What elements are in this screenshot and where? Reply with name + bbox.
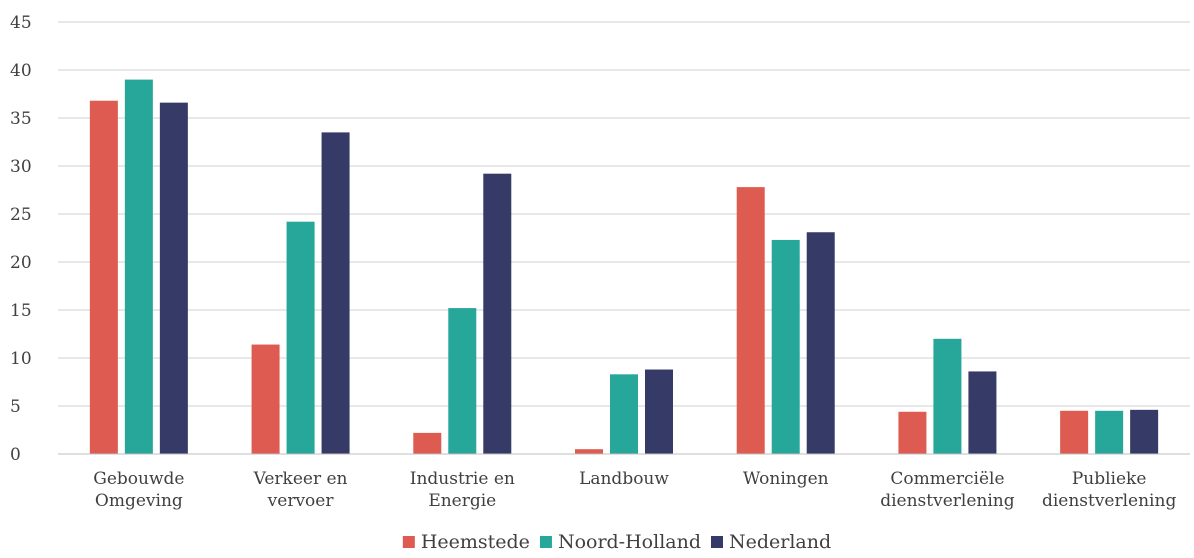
- x-category-label: dienstverlening: [880, 491, 1015, 511]
- bar-nederland: [321, 132, 350, 454]
- x-category-label: Publieke: [1072, 469, 1147, 489]
- bar-heemstede: [575, 449, 603, 454]
- legend: Heemstede Noord-Holland Nederland: [402, 531, 831, 553]
- legend-swatch: [711, 536, 724, 548]
- y-tick-label: 0: [10, 445, 21, 465]
- bar-heemstede: [736, 187, 765, 454]
- bar-nederland: [1130, 409, 1159, 454]
- bar-noord-holland: [771, 239, 800, 454]
- bar-noord-holland: [124, 79, 153, 454]
- bars: [89, 79, 1159, 454]
- bar-heemstede: [89, 100, 118, 454]
- y-tick-label: 20: [10, 253, 32, 273]
- y-tick-label: 35: [10, 109, 32, 129]
- y-tick-label: 15: [10, 301, 32, 321]
- bar-noord-holland: [286, 221, 315, 454]
- legend-label: Heemstede: [421, 531, 530, 553]
- bar-heemstede: [251, 344, 280, 454]
- bar-noord-holland: [448, 308, 477, 454]
- legend-item: Nederland: [711, 531, 831, 553]
- y-tick-label: 10: [10, 349, 32, 369]
- bar-nederland: [806, 232, 835, 454]
- x-category-label: Omgeving: [95, 491, 183, 511]
- bar-noord-holland: [933, 338, 962, 454]
- legend-item: Heemstede: [402, 531, 530, 553]
- x-category-label: Industrie en: [410, 469, 515, 489]
- legend-label: Noord-Holland: [558, 531, 701, 553]
- x-category-label: Woningen: [743, 469, 829, 489]
- x-category-label: Gebouwde: [93, 469, 184, 489]
- y-tick-label: 5: [10, 397, 21, 417]
- legend-item: Noord-Holland: [539, 531, 701, 553]
- x-category-label: vervoer: [267, 491, 335, 511]
- x-category-label: Energie: [428, 491, 496, 511]
- bar-nederland: [968, 371, 997, 454]
- legend-label: Nederland: [729, 531, 831, 553]
- x-category-label: Landbouw: [579, 469, 669, 489]
- x-category-label: Commerciële: [890, 469, 1004, 489]
- gridlines: [58, 21, 1190, 407]
- y-axis-ticks: 0 5 10 15 20 25 30 35 40 45: [10, 13, 32, 465]
- bar-heemstede: [898, 411, 927, 454]
- legend-swatch: [539, 536, 552, 548]
- x-category-label: Verkeer en: [253, 469, 348, 489]
- bar-heemstede: [1060, 410, 1089, 454]
- bar-noord-holland: [1095, 410, 1124, 454]
- y-tick-label: 40: [10, 61, 32, 81]
- y-tick-label: 25: [10, 205, 32, 225]
- y-tick-label: 30: [10, 157, 32, 177]
- bar-nederland: [645, 369, 673, 454]
- legend-swatch: [402, 536, 415, 548]
- y-tick-label: 45: [10, 13, 32, 33]
- x-category-label: dienstverlening: [1042, 491, 1177, 511]
- bar-nederland: [159, 102, 188, 454]
- bar-heemstede: [413, 432, 442, 454]
- bar-nederland: [483, 173, 512, 454]
- bar-noord-holland: [610, 374, 638, 454]
